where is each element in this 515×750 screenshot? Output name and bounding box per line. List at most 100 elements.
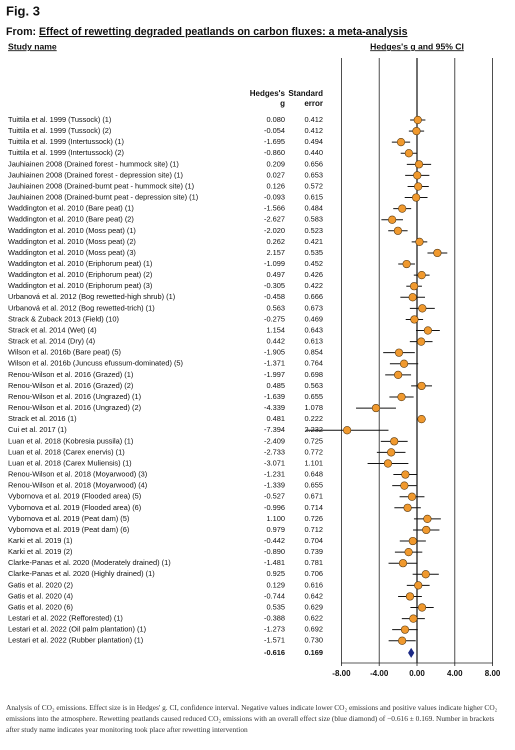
effect-point bbox=[409, 614, 418, 623]
study-name: Renou-Wilson et al. 2016 (Ungrazed) (1) bbox=[8, 392, 141, 401]
study-name: Waddington et al. 2010 (Moss peat) (2) bbox=[8, 237, 136, 246]
se-value: 0.730 bbox=[305, 636, 324, 645]
study-name: Renou-Wilson et al. 2018 (Moyarwood) (4) bbox=[8, 481, 147, 490]
se-value: 0.469 bbox=[305, 314, 324, 323]
figure-label: Fig. 3 bbox=[6, 3, 40, 18]
se-value: 0.655 bbox=[305, 392, 324, 401]
se-value: 2.232 bbox=[305, 425, 324, 434]
se-value: 0.452 bbox=[305, 259, 324, 268]
effect-point bbox=[417, 271, 426, 280]
plot-header: Hedges's g and 95% CI bbox=[370, 41, 464, 51]
effect-point bbox=[400, 625, 410, 634]
study-name: Wilson et al. 2016b (Juncuss efussum-dom… bbox=[8, 359, 183, 368]
effect-point bbox=[393, 226, 403, 235]
g-value: -2.020 bbox=[264, 226, 285, 235]
g-value: -0.996 bbox=[264, 503, 285, 512]
study-name: Cui et al. 2017 (1) bbox=[8, 425, 67, 434]
study-name: Jauhiainen 2008 (Drained-burnt peat - hu… bbox=[8, 181, 194, 190]
study-name: Waddington et al. 2010 (Bare peat) (1) bbox=[8, 204, 134, 213]
g-value: 0.925 bbox=[267, 569, 286, 578]
se-value: 0.653 bbox=[305, 170, 324, 179]
study-name: Tuittila et al. 1999 (Tussock) (1) bbox=[8, 115, 111, 124]
chart: Fig. 3 From: Effect of rewetting degrade… bbox=[6, 3, 501, 678]
effect-point bbox=[423, 326, 433, 335]
effect-point bbox=[414, 160, 424, 169]
g-value: -0.527 bbox=[264, 492, 285, 501]
g-value: 0.979 bbox=[267, 525, 286, 534]
study-name: Urbanová et al. 2012 (Bog rewetted-high … bbox=[8, 292, 175, 301]
study-name: Renou-Wilson et al. 2018 (Moyarwood) (3) bbox=[8, 470, 147, 479]
effect-point bbox=[397, 392, 406, 402]
effect-point bbox=[422, 525, 431, 535]
g-value: -1.639 bbox=[264, 392, 285, 401]
study-name: Luan et al. 2018 (Kobresia pussila) (1) bbox=[8, 436, 133, 445]
se-value: 0.440 bbox=[305, 148, 324, 157]
study-name: Waddington et al. 2010 (Moss peat) (3) bbox=[8, 248, 136, 257]
g-value: -0.860 bbox=[264, 148, 285, 157]
study-name: Renou-Wilson et al. 2016 (Grazed) (1) bbox=[8, 370, 133, 379]
se-value: 0.781 bbox=[305, 558, 324, 567]
effect-point bbox=[343, 426, 352, 435]
study-name: Waddington et al. 2010 (Bare peat) (2) bbox=[8, 215, 134, 224]
effect-point bbox=[417, 415, 426, 424]
effect-point bbox=[403, 503, 412, 512]
g-value: -2.409 bbox=[264, 436, 285, 445]
study-name: Jauhiainen 2008 (Drained forest - hummoc… bbox=[8, 159, 179, 168]
g-value: 0.027 bbox=[267, 170, 286, 179]
se-value: 0.854 bbox=[305, 348, 324, 357]
g-value: -1.231 bbox=[264, 470, 285, 479]
g-value: -0.275 bbox=[264, 314, 285, 323]
se-value: 0.772 bbox=[305, 447, 324, 456]
se-value: 0.692 bbox=[305, 625, 324, 634]
g-value: -4.339 bbox=[264, 403, 285, 412]
summary-diamond bbox=[408, 647, 415, 658]
column-header: Hedges's bbox=[250, 89, 286, 98]
study-name: Waddington et al. 2010 (Eriphorum peat) … bbox=[8, 259, 152, 268]
study-name: Vybornova et al. 2019 (Flooded area) (5) bbox=[8, 492, 141, 501]
g-value: 0.442 bbox=[267, 337, 286, 346]
effect-point bbox=[401, 470, 410, 479]
se-value: 0.484 bbox=[305, 204, 324, 213]
se-value: 0.726 bbox=[305, 514, 324, 523]
se-value: 0.642 bbox=[305, 591, 324, 600]
g-value: -1.371 bbox=[264, 359, 285, 368]
g-value: -0.054 bbox=[264, 126, 285, 135]
effect-point bbox=[387, 448, 396, 457]
se-value: 0.629 bbox=[305, 602, 324, 611]
se-value: 0.671 bbox=[305, 492, 324, 501]
se-value: 0.712 bbox=[305, 525, 324, 534]
effect-point bbox=[414, 581, 423, 590]
effect-point bbox=[412, 126, 421, 136]
g-value: 0.563 bbox=[267, 303, 286, 312]
column-header: Standard bbox=[288, 89, 323, 98]
effect-point bbox=[417, 603, 427, 612]
study-name: Vybornova et al. 2019 (Flooded area) (6) bbox=[8, 503, 141, 512]
effect-point bbox=[404, 548, 413, 557]
study-name: Gatis et al. 2020 (4) bbox=[8, 591, 73, 600]
g-value: 0.485 bbox=[267, 381, 286, 390]
study-name: Jauhiainen 2008 (Drained forest - depres… bbox=[8, 170, 183, 179]
summary-se: 0.169 bbox=[305, 648, 324, 657]
effect-point bbox=[408, 293, 417, 302]
g-value: 0.080 bbox=[267, 115, 286, 124]
se-value: 0.422 bbox=[305, 281, 324, 290]
effect-point bbox=[402, 259, 411, 269]
study-name: Tuittila et al. 1999 (Tussock) (2) bbox=[8, 126, 111, 135]
study-name: Strack et al. 2014 (Wet) (4) bbox=[8, 325, 97, 334]
study-name: Clarke-Panas et al. 2020 (Moderately dra… bbox=[8, 558, 171, 567]
se-value: 0.648 bbox=[305, 470, 324, 479]
se-value: 0.494 bbox=[305, 137, 324, 146]
study-name: Wilson et al. 2016b (Bare peat) (5) bbox=[8, 348, 121, 357]
g-value: -2.733 bbox=[264, 447, 285, 456]
se-value: 0.583 bbox=[305, 215, 324, 224]
g-value: 2.157 bbox=[267, 248, 286, 257]
study-name: Luan et al. 2018 (Carex Muliensis) (1) bbox=[8, 458, 132, 467]
effect-point bbox=[410, 282, 419, 291]
se-value: 0.655 bbox=[305, 481, 324, 490]
x-tick-label: 0.00 bbox=[409, 669, 425, 678]
x-tick-label: -4.00 bbox=[370, 669, 389, 678]
study-name: Clarke-Panas et al. 2020 (Highly drained… bbox=[8, 569, 155, 578]
study-name: Lestari et al. 2022 (Refforested) (1) bbox=[8, 614, 123, 623]
g-value: -0.442 bbox=[264, 536, 285, 545]
